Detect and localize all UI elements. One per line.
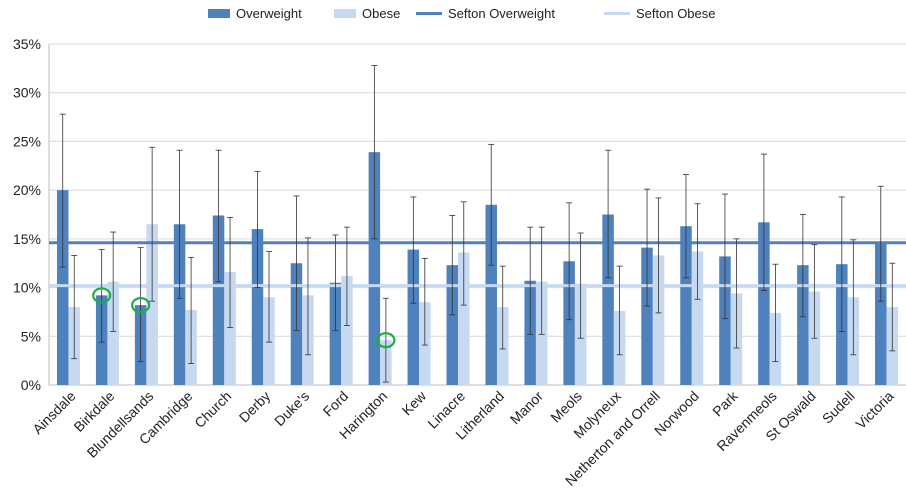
- x-tick-label: Manor: [507, 388, 547, 428]
- legend-swatch-sefton-obese: [604, 12, 630, 15]
- chart-legend: Overweight Obese Sefton Overweight Sefto…: [0, 6, 906, 26]
- x-tick-label: Ainsdale: [29, 388, 78, 437]
- legend-item-sefton-overweight: Sefton Overweight: [416, 6, 555, 21]
- bar-obese: [146, 224, 158, 385]
- legend-label-overweight: Overweight: [236, 6, 302, 21]
- bar-obese: [107, 281, 119, 385]
- legend-label-sefton-obese: Sefton Obese: [636, 6, 716, 21]
- bar-overweight: [329, 282, 342, 385]
- highlight-circle: [131, 297, 151, 314]
- legend-swatch-sefton-overweight: [416, 12, 442, 15]
- y-tick-label: 5%: [21, 328, 41, 344]
- highlight-circle: [376, 332, 396, 349]
- legend-item-obese: Obese: [334, 6, 400, 21]
- bar-overweight: [446, 265, 459, 385]
- x-tick-label: Park: [709, 387, 741, 419]
- y-tick-label: 20%: [13, 182, 41, 198]
- legend-item-overweight: Overweight: [208, 6, 302, 21]
- bar-overweight: [212, 215, 225, 385]
- y-tick-label: 0%: [21, 377, 41, 393]
- bar-overweight: [758, 222, 770, 385]
- x-tick-label: Church: [191, 388, 234, 431]
- bar-obese: [652, 255, 665, 385]
- bar-obese: [341, 275, 353, 385]
- x-tick-label: Ford: [320, 388, 352, 420]
- y-tick-label: 25%: [13, 133, 41, 149]
- bar-overweight: [485, 204, 497, 385]
- legend-label-obese: Obese: [362, 6, 401, 21]
- bar-obese: [691, 251, 704, 385]
- bar-overweight: [563, 261, 575, 385]
- x-tick-label: Kew: [399, 387, 430, 418]
- legend-swatch-obese: [334, 9, 356, 18]
- legend-swatch-overweight: [208, 9, 230, 18]
- bar-overweight: [641, 247, 653, 385]
- bar-overweight: [368, 152, 381, 385]
- legend-label-sefton-overweight: Sefton Overweight: [448, 6, 555, 21]
- x-tick-label: Duke's: [271, 388, 312, 429]
- y-tick-label: 10%: [13, 280, 41, 296]
- legend-item-sefton-obese: Sefton Obese: [604, 6, 716, 21]
- bar-overweight: [602, 214, 614, 385]
- y-tick-label: 30%: [13, 85, 41, 101]
- y-tick-label: 35%: [13, 36, 41, 52]
- highlight-circle: [92, 287, 112, 304]
- bar-overweight: [680, 226, 692, 385]
- x-tick-label: Derby: [236, 388, 274, 426]
- bar-overweight: [797, 265, 809, 385]
- bar-overweight: [875, 241, 887, 385]
- bar-overweight: [56, 190, 69, 385]
- bar-overweight: [251, 229, 264, 385]
- bar-overweight: [407, 249, 420, 385]
- bar-obese: [224, 271, 236, 385]
- x-tick-label: Victoria: [852, 388, 896, 432]
- bar-overweight: [173, 224, 186, 385]
- bar-obese: [458, 252, 470, 385]
- y-tick-label: 15%: [13, 231, 41, 247]
- bar-overweight: [719, 256, 731, 385]
